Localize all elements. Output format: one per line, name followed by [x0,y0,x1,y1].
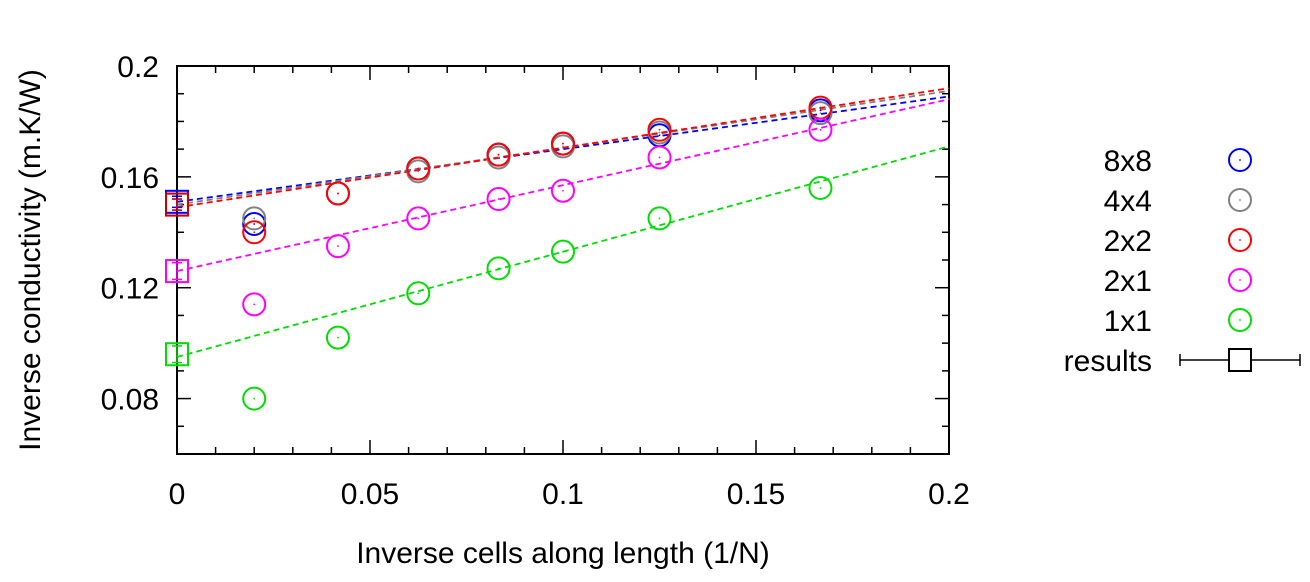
legend-marker-1x1 [1228,308,1252,332]
point-dot-1x1 [562,250,564,253]
legend-marker-4x4 [1228,188,1252,212]
point-dot-2x1 [658,156,661,159]
point-dot-2x1 [337,245,339,248]
point-dot-4x4 [562,145,564,148]
point-dot-1x1 [497,267,500,270]
point-dot-4x4 [658,131,661,134]
point-2x2 [242,220,267,245]
x-tick-label: 0.1 [542,478,584,511]
point-dot-2x2 [417,167,420,170]
point-dot-4x4 [417,170,420,173]
legend-marker-2x1 [1228,268,1252,292]
legend-label-1x1: 1x1 [1104,305,1152,338]
point-2x1 [647,145,672,170]
point-dot-4x4 [253,217,256,220]
legend-label-results: results [1064,345,1152,378]
point-1x1 [406,281,431,306]
point-1x1 [325,325,350,350]
legend-label-2x1: 2x1 [1104,265,1152,298]
point-1x1 [242,386,267,411]
legend-marker-dot-2x2 [1239,239,1241,241]
point-dot-2x2 [497,153,500,156]
point-2x2 [551,131,575,156]
x-axis-title: Inverse cells along length (1/N) [356,537,770,570]
fit-line-2x1 [176,98,950,272]
point-dot-1x1 [819,187,822,189]
point-2x1 [242,292,267,317]
point-1x1 [551,239,575,264]
legend-marker-dot-2x1 [1239,279,1241,281]
point-2x2 [325,181,350,206]
y-tick-label: 0.16 [101,162,159,195]
point-dot-2x2 [819,106,822,109]
x-tick-label: 0.05 [341,478,399,511]
point-1x1 [486,256,511,281]
point-dot-8x8 [658,134,661,137]
point-2x2 [406,156,431,181]
result-square [165,342,189,367]
point-2x2 [486,142,511,167]
legend-label-4x4: 4x4 [1104,185,1152,218]
point-dot-1x1 [658,217,661,220]
point-1x1 [808,175,833,200]
point-dot-4x4 [819,112,822,115]
x-tick-label: 0 [169,478,186,511]
point-dot-2x1 [562,189,564,192]
legend-marker-8x8 [1228,148,1252,172]
point-dot-2x2 [658,128,661,131]
point-2x1 [808,117,833,142]
legend-marker-dot-4x4 [1239,199,1241,201]
legend-marker-2x2 [1228,228,1252,252]
point-dot-8x8 [253,223,256,225]
fit-line-2x2 [176,87,950,209]
point-dot-8x8 [819,109,822,112]
x-tick-label: 0.2 [928,478,970,511]
fit-lines [176,87,950,358]
legend-marker-dot-1x1 [1239,319,1241,321]
point-dot-1x1 [417,292,420,295]
y-tick-label: 0.2 [117,51,159,84]
data-points [242,95,833,411]
x-tick-label: 0.15 [727,478,785,511]
point-dot-2x1 [417,217,420,220]
legend-label-8x8: 8x8 [1104,145,1152,178]
point-4x4 [242,206,267,231]
point-dot-2x1 [497,198,500,200]
legend: 8x8 4x4 2x2 2x1 1x1 results [1064,145,1301,378]
ticks [176,65,950,455]
result-square [165,192,189,217]
point-2x2 [647,117,672,142]
point-2x1 [551,178,575,203]
point-8x8 [242,211,267,236]
point-dot-2x2 [253,231,256,234]
y-tick-label: 0.12 [101,273,159,306]
point-dot-2x1 [819,128,822,131]
legend-marker-results [1228,348,1252,372]
result-square [165,259,189,284]
tick-labels: 0 0.05 0.1 0.15 0.2 0.08 0.12 0.16 0.2 [101,51,970,511]
point-dot-2x1 [253,303,256,306]
legend-marker-dot-8x8 [1239,159,1241,161]
point-dot-1x1 [337,336,339,339]
point-2x1 [486,187,511,212]
legend-label-2x2: 2x2 [1104,225,1152,258]
y-tick-label: 0.08 [101,384,159,417]
point-2x1 [406,206,431,231]
point-dot-4x4 [497,156,500,159]
y-axis-title: Inverse conductivity (m.K/W) [14,69,47,451]
point-dot-1x1 [253,397,256,400]
point-dot-2x2 [337,192,339,195]
point-1x1 [647,206,672,231]
point-2x1 [325,234,350,259]
results-markers [165,189,189,367]
point-dot-2x2 [562,142,564,145]
point-4x4 [808,101,833,126]
